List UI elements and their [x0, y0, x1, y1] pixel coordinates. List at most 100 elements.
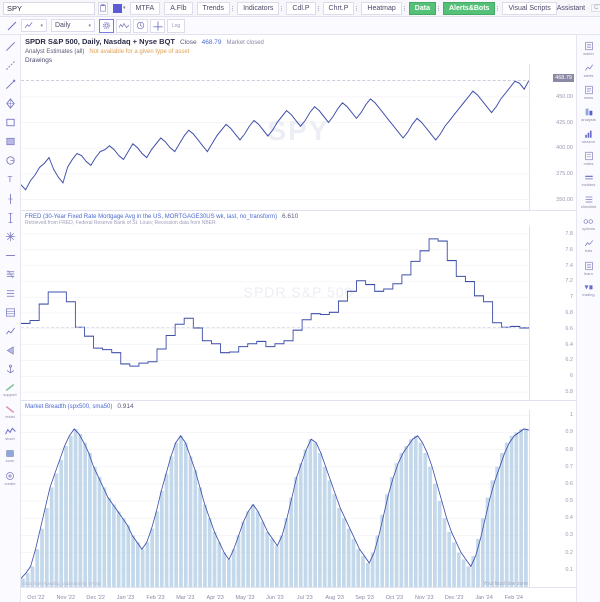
econ-tool[interactable]: econ	[1, 445, 20, 467]
anchor-tool[interactable]	[1, 360, 20, 379]
breadth-pane-title[interactable]: Market Breadth (spx500, sma50)	[25, 404, 113, 410]
color-picker[interactable]: ▾	[113, 3, 126, 13]
drag-handle[interactable]	[403, 2, 405, 15]
clock-icon[interactable]	[133, 18, 148, 33]
fred-line-series	[21, 233, 530, 393]
button-cdlp[interactable]: Cdl.P	[286, 1, 316, 15]
resist-tool[interactable]: resist	[1, 401, 20, 423]
grid-tool[interactable]	[1, 303, 20, 322]
drag-handle[interactable]	[232, 2, 234, 15]
options-panel[interactable]: options	[577, 213, 600, 235]
button-aflb[interactable]: A.Flb	[164, 1, 193, 15]
button-data[interactable]: Data	[408, 1, 436, 15]
crosshair-icon[interactable]	[150, 18, 165, 33]
news-panel[interactable]: news	[577, 81, 600, 103]
x-axis[interactable]: Data from Nasdaq, published by NYSE Your…	[21, 581, 576, 602]
top-toolbar: ▾ MTFA A.Flb Trends Indicators Cdl.P Chr…	[0, 0, 600, 17]
drag-handle[interactable]	[356, 2, 358, 15]
checklist-panel-label: checklist	[580, 204, 597, 209]
log-scale-icon[interactable]: Log	[167, 18, 185, 33]
button-heatmap[interactable]: Heatmap	[361, 1, 402, 15]
breadth-value: 0.914	[117, 403, 134, 410]
x-tick-label: Jan '24	[475, 595, 493, 601]
price-pane-header: SPDR S&P 500, Daily, Nasdaq + Nyse BQT C…	[21, 35, 576, 64]
fred-plot[interactable]: SPDR S&P 500 5.8 6 6.2 6.4 6.6 6.8 7 7.2 7.4 7.6 7…	[21, 226, 576, 400]
assistant-label[interactable]: Assistant	[556, 4, 586, 12]
seasons-panel[interactable]: season	[577, 125, 600, 147]
stoch-tool[interactable]: stoch	[1, 423, 20, 445]
x-tick-label: Feb '23	[146, 595, 165, 601]
main-body: T support resist stoch	[0, 35, 600, 602]
x-tick-label: Jul '23	[296, 595, 313, 601]
breadth-plot[interactable]: 0.1 0.2 0.3 0.4 0.5 0.6 0.7 0.8 0.9 1	[21, 410, 576, 587]
fib-tool[interactable]	[1, 227, 20, 246]
analyst-estimates-label[interactable]: Analyst Estimates (all)	[25, 49, 85, 55]
close-value: 468.79	[201, 39, 222, 46]
chart-type-select[interactable]: ▾	[21, 19, 47, 32]
alerts-panel[interactable]: alerts	[577, 59, 600, 81]
breadth-area-series	[21, 414, 529, 587]
insiders-panel[interactable]: insiders	[577, 169, 600, 191]
price-plot[interactable]: SPY 350.00 375.00 400.00 425.00 450.00 468.79	[21, 64, 576, 210]
drag-handle[interactable]	[281, 2, 283, 15]
chevron-down-icon[interactable]: ▾	[123, 5, 126, 11]
drawings-label[interactable]: Drawings	[25, 57, 53, 64]
button-visual-scripts[interactable]: Visual Scripts	[502, 1, 557, 15]
support-tool-label: support	[3, 392, 17, 397]
x-tick-label: Jun '23	[266, 595, 284, 601]
drag-handle[interactable]	[437, 2, 439, 15]
color-swatch[interactable]	[113, 3, 122, 13]
fred-source: Retrieved from FRED, Federal Reserve Ban…	[25, 220, 216, 226]
horizontal-line-tool[interactable]	[1, 246, 20, 265]
symbol-input[interactable]	[3, 1, 95, 15]
panels-rail: watch alerts news analysts season notes …	[576, 35, 600, 602]
fred-pane-title[interactable]: FRED (30-Year Fixed Rate Mortgage Avg in…	[25, 214, 277, 220]
fred-pane: FRED (30-Year Fixed Rate Mortgage Avg in…	[21, 211, 576, 401]
stoch-tool-label: stoch	[5, 436, 15, 441]
button-mtfa[interactable]: MTFA	[129, 1, 161, 15]
assistant-shortcut: CTRL+K	[591, 4, 600, 12]
line-tool-icon[interactable]	[3, 18, 21, 34]
measure-tool[interactable]	[1, 208, 20, 227]
analysts-panel[interactable]: analysts	[577, 103, 600, 125]
create-tool[interactable]: create	[1, 467, 20, 489]
checklist-panel[interactable]: checklist	[577, 191, 600, 213]
watch-panel[interactable]: watch	[577, 37, 600, 59]
trading-panel[interactable]: trading	[577, 279, 600, 301]
x-tick-label: Nov '23	[415, 595, 434, 601]
drag-handle[interactable]	[317, 2, 319, 15]
bots-panel[interactable]: bots	[577, 235, 600, 257]
button-indicators[interactable]: Indicators	[237, 1, 280, 15]
timezone-note: Your local time zone	[483, 581, 528, 587]
gear-icon[interactable]	[99, 18, 114, 33]
pitchfork-tool[interactable]	[1, 94, 20, 113]
clipboard-icon[interactable]	[98, 1, 108, 15]
chart-toolbar: ▾ Daily ▾ Log	[0, 17, 600, 35]
drag-handle[interactable]	[497, 2, 499, 15]
support-tool[interactable]: support	[1, 379, 20, 401]
pattern-tool[interactable]	[1, 322, 20, 341]
text-tool[interactable]: T	[1, 170, 20, 189]
notes-panel[interactable]: notes	[577, 147, 600, 169]
button-alerts-bots[interactable]: Alerts&Bots	[442, 1, 496, 15]
vertical-line-tool[interactable]	[1, 189, 20, 208]
trading-panel-label: trading	[582, 291, 595, 297]
flag-tool[interactable]	[1, 341, 20, 360]
filled-rectangle-tool[interactable]	[1, 132, 20, 151]
timeframe-select[interactable]: Daily ▾	[51, 19, 95, 32]
ray-line-tool[interactable]	[1, 56, 20, 75]
fib-extension-tool[interactable]	[1, 284, 20, 303]
rectangle-tool[interactable]	[1, 113, 20, 132]
indicator-wave-icon[interactable]	[116, 18, 131, 33]
trend-line-tool[interactable]	[1, 37, 20, 56]
options-panel-label: options	[582, 226, 595, 231]
learn-panel[interactable]: learn	[577, 257, 600, 279]
button-trends[interactable]: Trends	[196, 1, 231, 15]
arrow-tool[interactable]	[1, 75, 20, 94]
bots-panel-label: bots	[584, 248, 593, 253]
ellipse-tool[interactable]	[1, 151, 20, 170]
timeframe-value: Daily	[55, 22, 71, 29]
button-chrtp[interactable]: Chrt.P	[322, 1, 355, 15]
fib-retracement-tool[interactable]	[1, 265, 20, 284]
